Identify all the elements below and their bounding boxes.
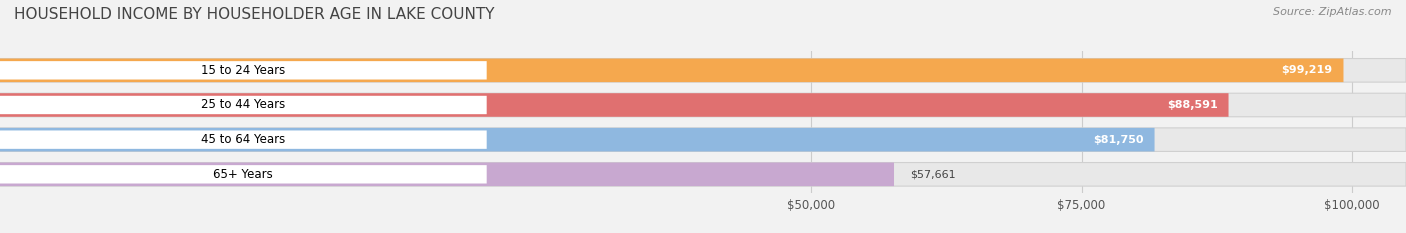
FancyBboxPatch shape (0, 165, 486, 184)
FancyBboxPatch shape (0, 128, 1406, 151)
Text: 15 to 24 Years: 15 to 24 Years (201, 64, 285, 77)
Text: $57,661: $57,661 (910, 169, 956, 179)
Text: HOUSEHOLD INCOME BY HOUSEHOLDER AGE IN LAKE COUNTY: HOUSEHOLD INCOME BY HOUSEHOLDER AGE IN L… (14, 7, 495, 22)
Text: 65+ Years: 65+ Years (214, 168, 273, 181)
Text: 45 to 64 Years: 45 to 64 Years (201, 133, 285, 146)
Text: $81,750: $81,750 (1094, 135, 1143, 145)
Text: 25 to 44 Years: 25 to 44 Years (201, 99, 285, 112)
FancyBboxPatch shape (0, 93, 1406, 117)
FancyBboxPatch shape (0, 130, 486, 149)
FancyBboxPatch shape (0, 163, 1406, 186)
FancyBboxPatch shape (0, 93, 1229, 117)
FancyBboxPatch shape (0, 61, 486, 79)
FancyBboxPatch shape (0, 128, 1154, 151)
Text: Source: ZipAtlas.com: Source: ZipAtlas.com (1274, 7, 1392, 17)
FancyBboxPatch shape (0, 58, 1406, 82)
Text: $99,219: $99,219 (1281, 65, 1333, 75)
FancyBboxPatch shape (0, 96, 486, 114)
Text: $88,591: $88,591 (1167, 100, 1218, 110)
FancyBboxPatch shape (0, 58, 1344, 82)
FancyBboxPatch shape (0, 163, 894, 186)
